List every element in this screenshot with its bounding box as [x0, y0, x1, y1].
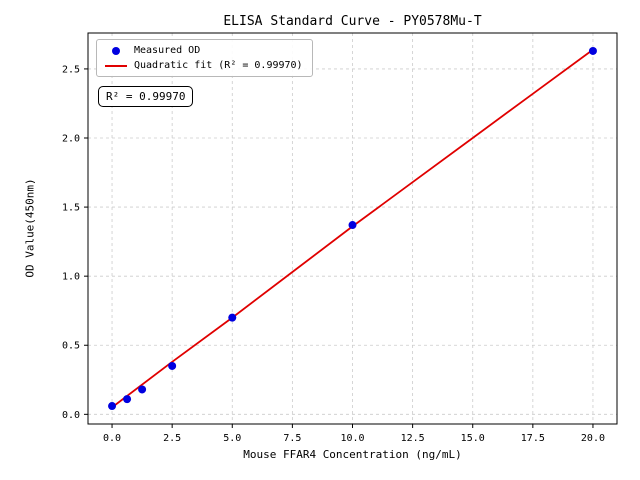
- svg-text:1.5: 1.5: [62, 203, 80, 214]
- legend: Measured OD Quadratic fit (R² = 0.99970): [96, 39, 313, 77]
- legend-label-quadratic-fit: Quadratic fit (R² = 0.99970): [134, 60, 303, 71]
- svg-text:0.5: 0.5: [62, 341, 80, 352]
- svg-text:2.0: 2.0: [62, 134, 80, 145]
- svg-text:20.0: 20.0: [581, 433, 605, 444]
- svg-text:2.5: 2.5: [163, 433, 181, 444]
- svg-text:17.5: 17.5: [521, 433, 545, 444]
- x-axis-label: Mouse FFAR4 Concentration (ng/mL): [243, 448, 462, 461]
- svg-text:7.5: 7.5: [283, 433, 301, 444]
- svg-text:0.0: 0.0: [62, 410, 80, 421]
- legend-label-measured-od: Measured OD: [134, 45, 201, 56]
- chart-title: ELISA Standard Curve - PY0578Mu-T: [223, 14, 482, 29]
- svg-text:0.0: 0.0: [103, 433, 121, 444]
- scatter-marker-icon: [105, 46, 127, 55]
- legend-item-quadratic-fit: Quadratic fit (R² = 0.99970): [105, 60, 303, 71]
- svg-text:1.0: 1.0: [62, 272, 80, 283]
- svg-text:2.5: 2.5: [62, 64, 80, 75]
- r-squared-annotation: R² = 0.99970: [98, 86, 194, 107]
- svg-text:15.0: 15.0: [461, 433, 485, 444]
- legend-item-measured-od: Measured OD: [105, 45, 303, 56]
- line-marker-icon: [105, 64, 127, 67]
- svg-text:12.5: 12.5: [401, 433, 425, 444]
- svg-text:10.0: 10.0: [340, 433, 364, 444]
- svg-text:5.0: 5.0: [223, 433, 241, 444]
